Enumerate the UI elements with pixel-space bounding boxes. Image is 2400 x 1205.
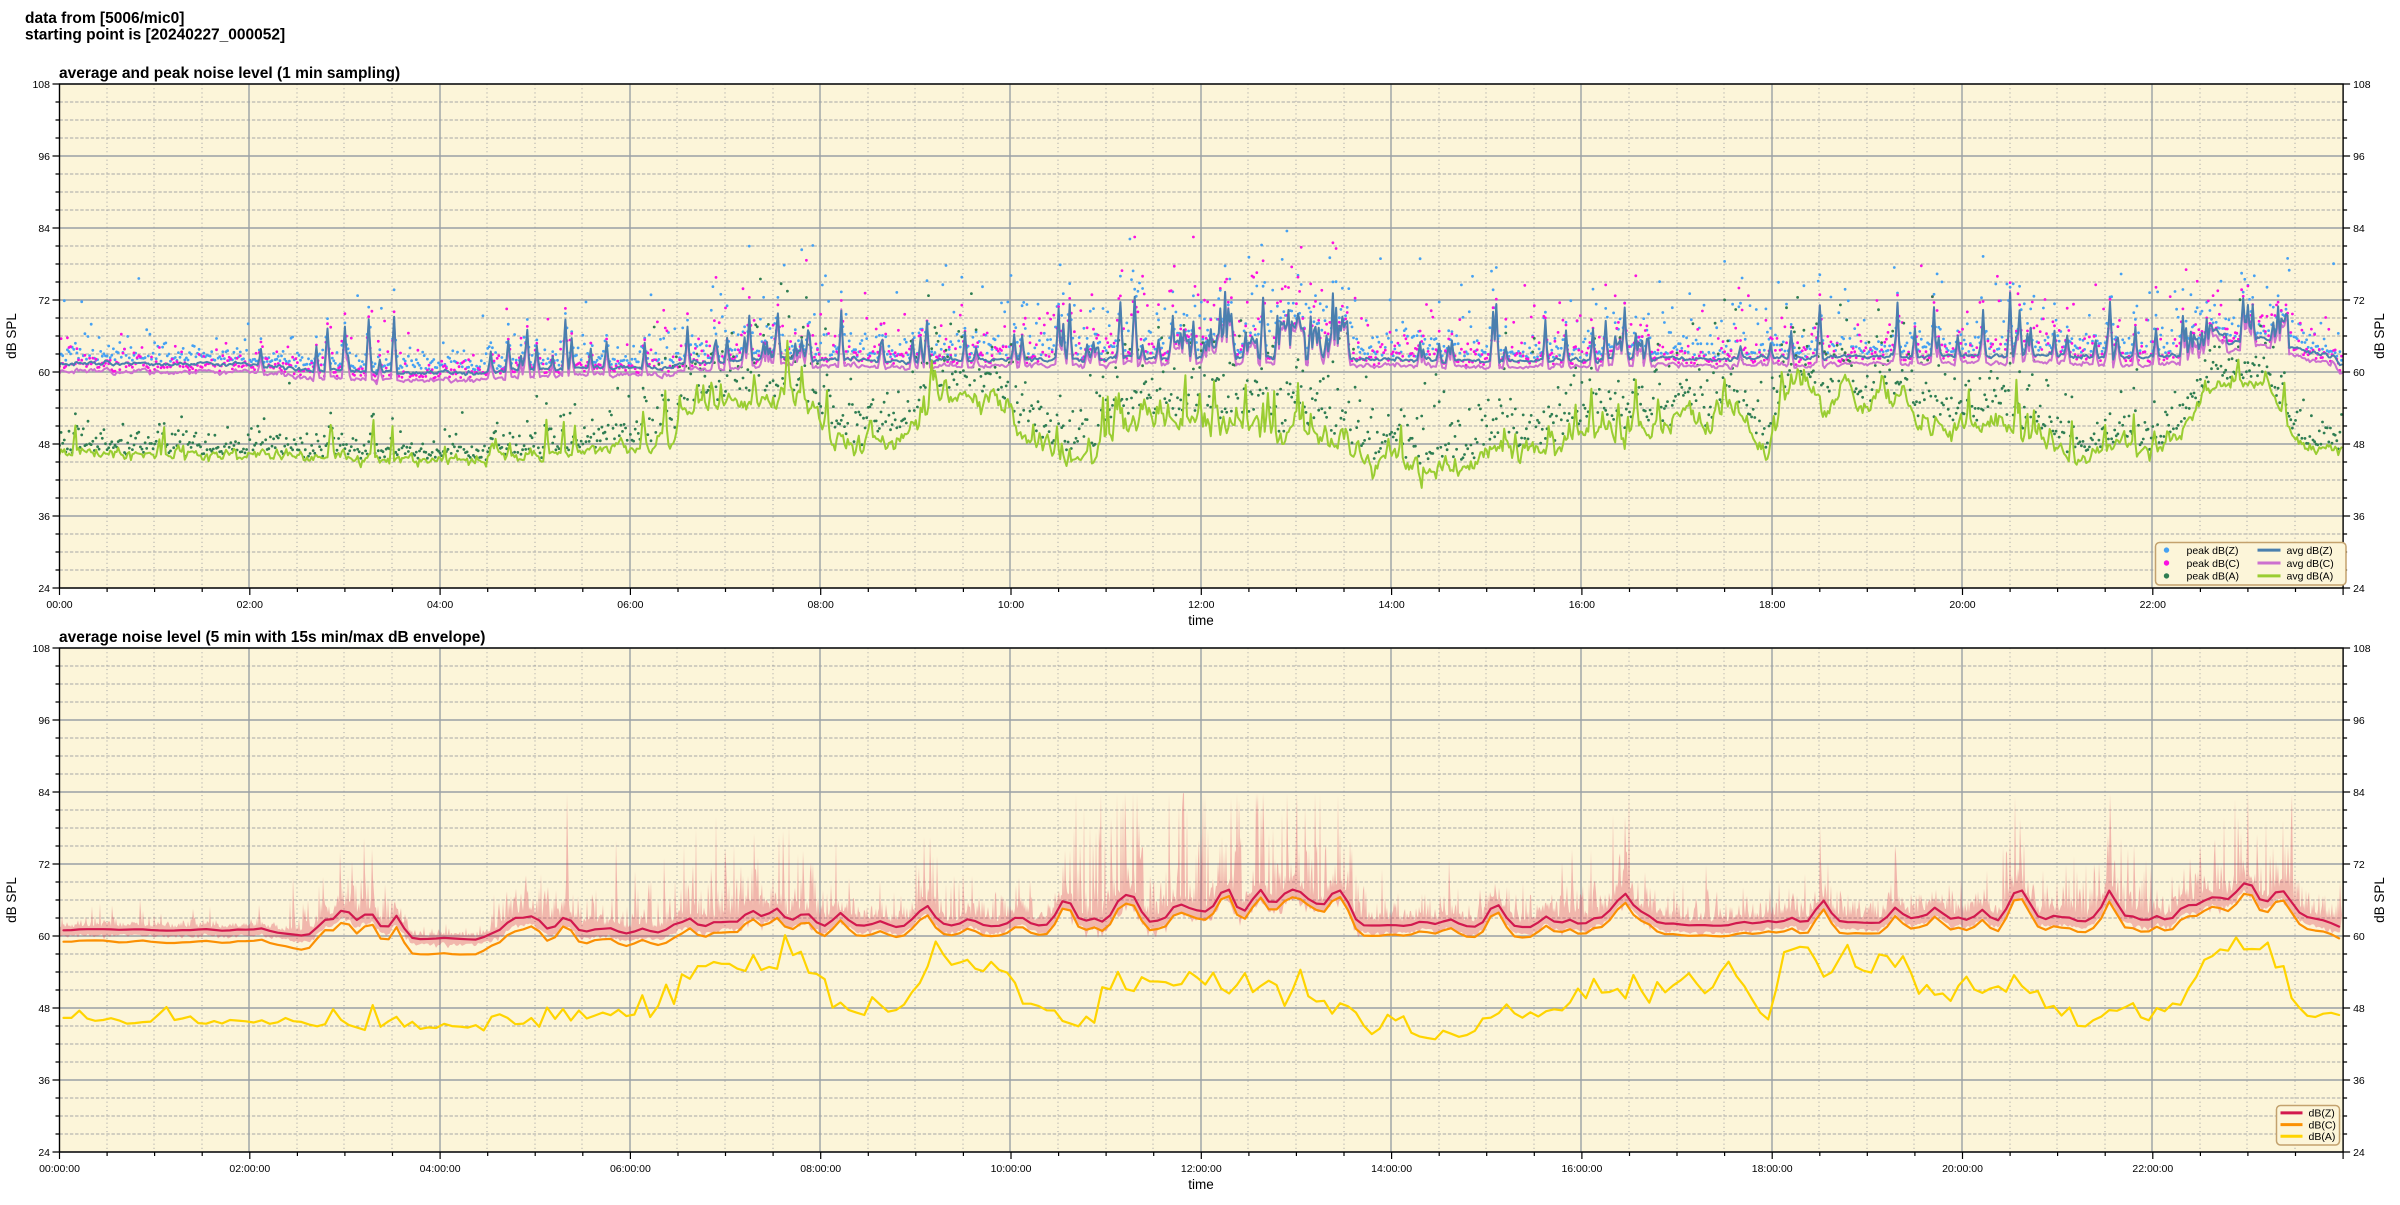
svg-text:108: 108 <box>32 643 50 655</box>
svg-text:dB SPL: dB SPL <box>4 877 19 923</box>
svg-text:10:00:00: 10:00:00 <box>991 1163 1032 1175</box>
svg-text:72: 72 <box>38 859 50 871</box>
svg-text:10:00: 10:00 <box>998 599 1024 611</box>
svg-text:22:00: 22:00 <box>2140 599 2166 611</box>
svg-text:96: 96 <box>38 151 50 163</box>
svg-text:dB(A): dB(A) <box>2309 1131 2336 1143</box>
svg-text:18:00:00: 18:00:00 <box>1752 1163 1793 1175</box>
svg-text:peak dB(Z): peak dB(Z) <box>2187 545 2239 557</box>
svg-text:06:00: 06:00 <box>617 599 643 611</box>
svg-text:60: 60 <box>38 931 50 943</box>
svg-text:72: 72 <box>2353 295 2365 307</box>
svg-text:starting point is [20240227_00: starting point is [20240227_000052] <box>25 27 285 44</box>
svg-text:60: 60 <box>2353 931 2365 943</box>
svg-text:96: 96 <box>38 715 50 727</box>
svg-text:time: time <box>1188 1177 1214 1192</box>
svg-text:20:00: 20:00 <box>1949 599 1975 611</box>
svg-text:84: 84 <box>2353 787 2365 799</box>
svg-text:16:00: 16:00 <box>1569 599 1595 611</box>
svg-text:12:00: 12:00 <box>1188 599 1214 611</box>
svg-text:04:00: 04:00 <box>427 599 453 611</box>
svg-text:dB SPL: dB SPL <box>2372 877 2387 923</box>
svg-text:dB SPL: dB SPL <box>2372 313 2387 359</box>
svg-text:84: 84 <box>38 223 50 235</box>
svg-text:18:00: 18:00 <box>1759 599 1785 611</box>
svg-text:36: 36 <box>2353 1075 2365 1087</box>
svg-text:24: 24 <box>2353 1147 2365 1159</box>
svg-text:24: 24 <box>38 1147 50 1159</box>
svg-text:108: 108 <box>2353 79 2371 91</box>
svg-text:96: 96 <box>2353 715 2365 727</box>
svg-text:24: 24 <box>38 583 50 595</box>
svg-text:72: 72 <box>38 295 50 307</box>
svg-text:avg dB(A): avg dB(A) <box>2287 571 2334 583</box>
svg-text:48: 48 <box>2353 1003 2365 1015</box>
svg-text:84: 84 <box>2353 223 2365 235</box>
svg-text:00:00: 00:00 <box>46 599 72 611</box>
svg-text:22:00:00: 22:00:00 <box>2132 1163 2173 1175</box>
svg-text:20:00:00: 20:00:00 <box>1942 1163 1983 1175</box>
svg-text:60: 60 <box>2353 367 2365 379</box>
svg-text:avg dB(C): avg dB(C) <box>2287 558 2334 570</box>
svg-text:36: 36 <box>2353 511 2365 523</box>
svg-text:16:00:00: 16:00:00 <box>1561 1163 1602 1175</box>
svg-text:60: 60 <box>38 367 50 379</box>
svg-text:36: 36 <box>38 1075 50 1087</box>
svg-text:24: 24 <box>2353 583 2365 595</box>
svg-text:peak dB(C): peak dB(C) <box>2187 558 2240 570</box>
svg-text:00:00:00: 00:00:00 <box>39 1163 80 1175</box>
svg-text:72: 72 <box>2353 859 2365 871</box>
svg-text:06:00:00: 06:00:00 <box>610 1163 651 1175</box>
svg-text:84: 84 <box>38 787 50 799</box>
svg-text:14:00: 14:00 <box>1378 599 1404 611</box>
svg-text:02:00: 02:00 <box>237 599 263 611</box>
svg-text:avg dB(Z): avg dB(Z) <box>2287 545 2333 557</box>
svg-text:average and peak noise level (: average and peak noise level (1 min samp… <box>59 65 400 82</box>
svg-text:dB(C): dB(C) <box>2309 1119 2336 1131</box>
svg-text:peak dB(A): peak dB(A) <box>2187 571 2240 583</box>
svg-text:36: 36 <box>38 511 50 523</box>
svg-text:data from [5006/mic0]: data from [5006/mic0] <box>25 10 184 27</box>
svg-text:12:00:00: 12:00:00 <box>1181 1163 1222 1175</box>
svg-text:dB(Z): dB(Z) <box>2309 1108 2335 1120</box>
svg-text:08:00:00: 08:00:00 <box>800 1163 841 1175</box>
svg-text:48: 48 <box>38 1003 50 1015</box>
svg-text:108: 108 <box>32 79 50 91</box>
svg-text:04:00:00: 04:00:00 <box>420 1163 461 1175</box>
svg-text:48: 48 <box>38 439 50 451</box>
svg-text:108: 108 <box>2353 643 2371 655</box>
svg-text:dB SPL: dB SPL <box>4 313 19 359</box>
svg-text:average noise level (5 min wit: average noise level (5 min with 15s min/… <box>59 629 485 646</box>
svg-text:08:00: 08:00 <box>808 599 834 611</box>
svg-text:02:00:00: 02:00:00 <box>229 1163 270 1175</box>
svg-text:48: 48 <box>2353 439 2365 451</box>
svg-text:time: time <box>1188 613 1214 628</box>
svg-text:96: 96 <box>2353 151 2365 163</box>
svg-text:14:00:00: 14:00:00 <box>1371 1163 1412 1175</box>
